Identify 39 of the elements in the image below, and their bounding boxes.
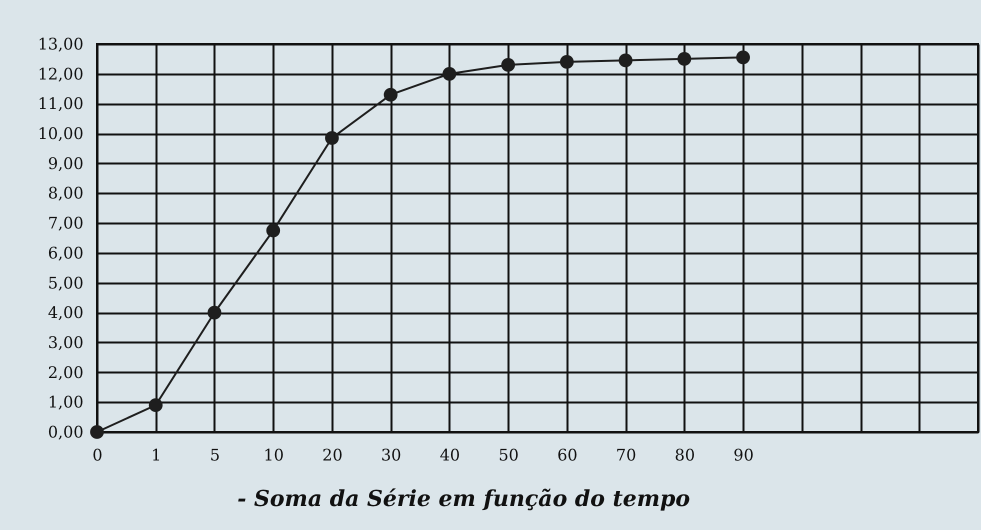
x-tick-label: 60 bbox=[557, 446, 578, 464]
y-tick-label: 12,00 bbox=[38, 64, 84, 84]
x-tick-label: 40 bbox=[440, 446, 460, 464]
y-tick-label: 6,00 bbox=[48, 243, 84, 262]
x-tick-label: 90 bbox=[733, 446, 754, 464]
x-tick-label: 30 bbox=[380, 446, 402, 464]
y-tick-label: 9,00 bbox=[48, 154, 84, 173]
point bbox=[736, 50, 750, 64]
text: - Soma da Série em função do tempo bbox=[237, 486, 690, 512]
point bbox=[266, 224, 280, 238]
y-tick-label: 8,00 bbox=[48, 184, 84, 203]
y-tick-label: 3,00 bbox=[48, 332, 84, 352]
point bbox=[442, 66, 456, 81]
x-tick-label: 5 bbox=[210, 446, 220, 464]
x-tick-label: 80 bbox=[674, 446, 696, 464]
y-tick-label: 1,00 bbox=[48, 392, 84, 412]
y-tick-label: 10,00 bbox=[38, 124, 84, 144]
point bbox=[560, 55, 574, 69]
x-tick-label: 1 bbox=[151, 446, 162, 464]
y-tick-label: 4,00 bbox=[48, 303, 84, 322]
y-tick-label: 7,00 bbox=[48, 214, 84, 233]
point bbox=[325, 131, 339, 145]
point bbox=[148, 398, 163, 412]
y-tick-label: 5,00 bbox=[48, 273, 84, 292]
point bbox=[384, 88, 398, 102]
point bbox=[677, 52, 692, 66]
y-tick-label: 11,00 bbox=[38, 94, 84, 114]
point bbox=[208, 306, 222, 320]
x-tick-label: 70 bbox=[616, 446, 636, 464]
x-tick-label: 50 bbox=[498, 446, 519, 464]
point bbox=[618, 54, 632, 68]
point bbox=[501, 58, 516, 72]
x-tick-label: 0 bbox=[92, 446, 103, 464]
x-tick-label: 20 bbox=[322, 446, 343, 464]
point bbox=[90, 425, 104, 439]
y-tick-label: 0,00 bbox=[48, 422, 84, 442]
x-tick-label: 10 bbox=[264, 446, 284, 464]
y-tick-label: 13,00 bbox=[38, 34, 84, 54]
y-tick-label: 2,00 bbox=[48, 362, 84, 382]
